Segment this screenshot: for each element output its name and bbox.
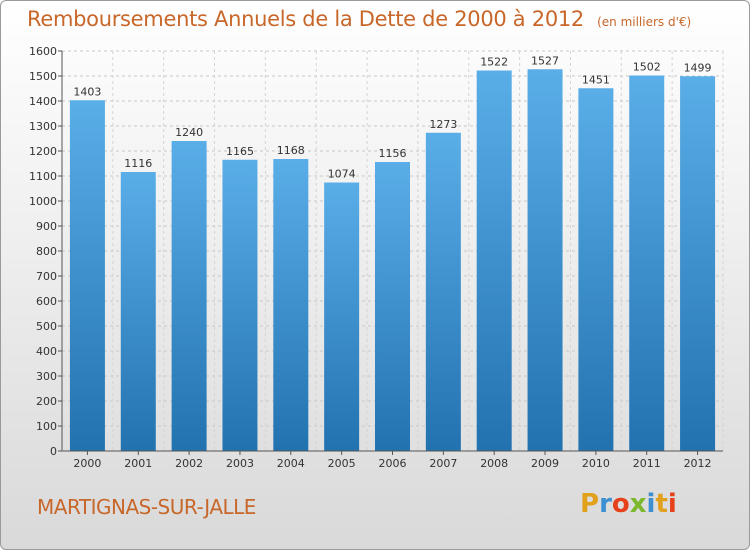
bar-value-label: 1240 bbox=[175, 126, 203, 139]
logo-letter: i bbox=[667, 489, 677, 519]
bar-value-label: 1499 bbox=[684, 61, 712, 74]
logo-letter: t bbox=[655, 489, 668, 519]
y-tick-label: 900 bbox=[36, 220, 57, 233]
bar bbox=[324, 182, 360, 451]
logo-letter: P bbox=[580, 489, 600, 519]
town-name: MARTIGNAS-SUR-JALLE bbox=[37, 495, 256, 519]
axes: 0 100 200 300 400 500 600 700 800 900 1000 1100 1200… bbox=[29, 45, 723, 470]
x-tick-label: 2011 bbox=[633, 457, 661, 470]
y-tick-label: 1300 bbox=[29, 120, 57, 133]
y-tick-label: 0 bbox=[50, 445, 57, 458]
y-tick-label: 100 bbox=[36, 420, 57, 433]
value-labels: 1403 1116 1240 1165 1168 1074 1156 1273 1522 1527… bbox=[73, 54, 711, 180]
bar-value-label: 1522 bbox=[480, 56, 508, 69]
y-tick-label: 1600 bbox=[29, 45, 57, 58]
logo-letter: x bbox=[629, 489, 647, 519]
bars bbox=[69, 69, 716, 451]
bar-value-label: 1074 bbox=[328, 168, 356, 181]
y-tick-label: 1100 bbox=[29, 170, 57, 183]
bar bbox=[425, 132, 461, 451]
bar bbox=[273, 159, 309, 451]
bar-value-label: 1527 bbox=[531, 54, 559, 67]
logo-letter: i bbox=[646, 489, 656, 519]
bar-value-label: 1502 bbox=[633, 61, 661, 74]
y-tick-label: 800 bbox=[36, 245, 57, 258]
bar bbox=[120, 172, 156, 451]
logo-letter: o bbox=[611, 489, 630, 519]
x-tick-label: 2002 bbox=[175, 457, 203, 470]
x-tick-label: 2008 bbox=[480, 457, 508, 470]
bar bbox=[375, 162, 410, 451]
proxiti-logo: Proxiti bbox=[580, 489, 677, 519]
y-tick-label: 1500 bbox=[29, 70, 57, 83]
logo-letter: r bbox=[599, 489, 612, 519]
chart-title: Remboursements Annuels de la Dette de 20… bbox=[27, 7, 584, 31]
y-tick-label: 1000 bbox=[29, 195, 57, 208]
title-row: Remboursements Annuels de la Dette de 20… bbox=[27, 7, 691, 31]
y-tick-label: 1400 bbox=[29, 95, 57, 108]
y-tick-label: 300 bbox=[36, 370, 57, 383]
bar bbox=[578, 88, 614, 451]
y-tick-label: 200 bbox=[36, 395, 57, 408]
bar-value-label: 1156 bbox=[379, 147, 407, 160]
y-tick-label: 500 bbox=[36, 320, 57, 333]
bar bbox=[476, 70, 512, 451]
chart-subtitle: (en milliers d'€) bbox=[597, 15, 692, 29]
bar-value-label: 1273 bbox=[429, 118, 457, 131]
bar-value-label: 1451 bbox=[582, 73, 610, 86]
bar bbox=[527, 69, 563, 451]
bar bbox=[680, 76, 716, 451]
x-tick-label: 2010 bbox=[582, 457, 610, 470]
x-tick-label: 2001 bbox=[124, 457, 152, 470]
bar-value-label: 1165 bbox=[226, 145, 254, 158]
x-tick-label: 2004 bbox=[277, 457, 305, 470]
bar bbox=[629, 75, 665, 451]
x-tick-label: 2007 bbox=[429, 457, 457, 470]
bar bbox=[222, 159, 258, 451]
x-tick-label: 2012 bbox=[684, 457, 712, 470]
x-tick-label: 2005 bbox=[328, 457, 356, 470]
y-tick-label: 600 bbox=[36, 295, 57, 308]
bar-value-label: 1116 bbox=[124, 157, 152, 170]
y-tick-label: 700 bbox=[36, 270, 57, 283]
x-tick-label: 2000 bbox=[73, 457, 101, 470]
y-tick-label: 400 bbox=[36, 345, 57, 358]
bar bbox=[171, 141, 207, 451]
y-tick-label: 1200 bbox=[29, 145, 57, 158]
x-tick-label: 2003 bbox=[226, 457, 254, 470]
bar bbox=[69, 100, 105, 451]
bar-value-label: 1403 bbox=[73, 85, 101, 98]
bar-value-label: 1168 bbox=[277, 144, 305, 157]
x-tick-label: 2006 bbox=[379, 457, 407, 470]
x-tick-label: 2009 bbox=[531, 457, 559, 470]
